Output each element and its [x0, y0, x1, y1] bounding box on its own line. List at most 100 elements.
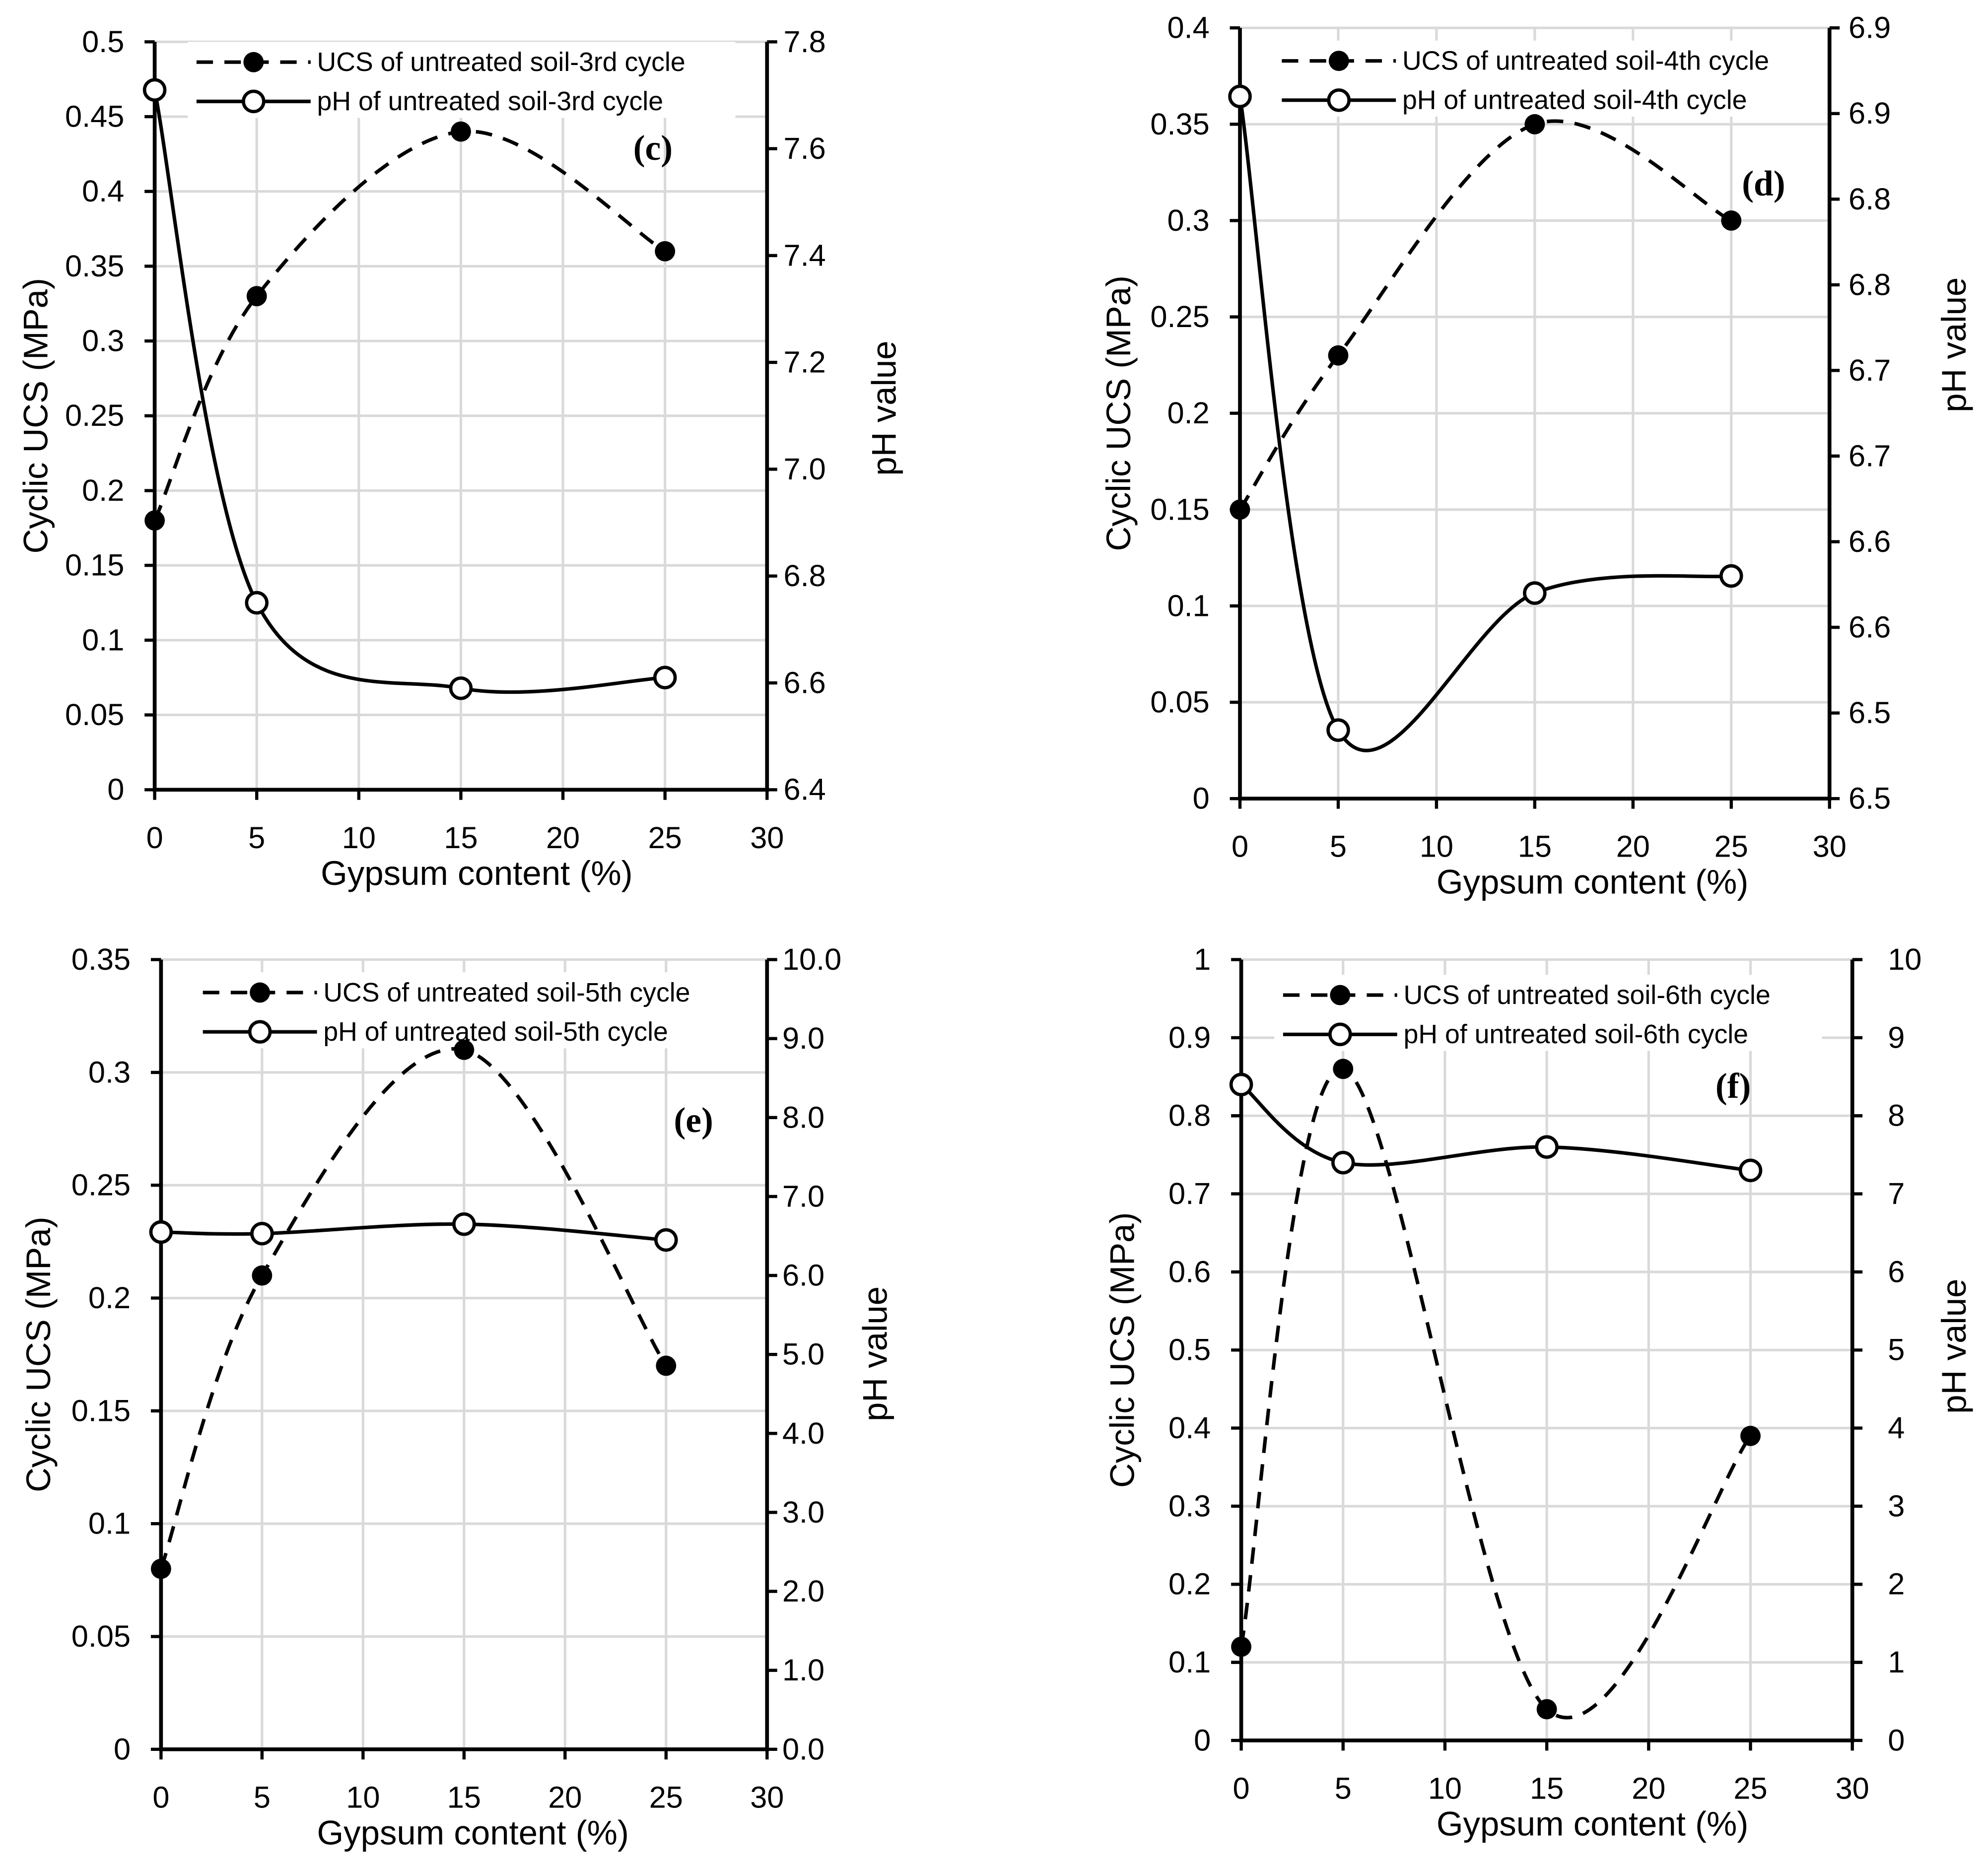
chart4-left-tick-label: 0.1	[1168, 1645, 1211, 1679]
chart4-panel-label: (f)	[1715, 1067, 1751, 1106]
chart-panel-4: 0 5 10 15 20 25 3000.10.20.30.40.50.60.70.80.9…	[1103, 942, 1974, 1843]
chart3-x-tick-label: 0	[152, 1780, 169, 1814]
chart2-ucs-point	[1721, 210, 1742, 231]
chart2-right-axis-title: pH value	[1935, 277, 1973, 412]
chart4-legend-label: pH of untreated soil-6th cycle	[1404, 1019, 1749, 1049]
chart2-x-tick-label: 15	[1518, 830, 1552, 864]
chart2-ph-point	[1228, 84, 1252, 109]
chart4-ucs-point	[1231, 1636, 1252, 1657]
chart2-right-tick-label: 6.6	[1849, 610, 1891, 644]
chart3-left-tick-label: 0.05	[71, 1619, 131, 1653]
chart3-right-tick-label: 6.0	[782, 1259, 824, 1292]
chart2-left-tick-label: 0.05	[1150, 685, 1209, 719]
chart4-left-tick-label: 0.3	[1168, 1489, 1211, 1523]
chart4-right-tick-label: 5	[1888, 1333, 1905, 1367]
chart2-x-tick-label: 0	[1232, 830, 1248, 864]
chart1-ucs-point	[144, 510, 165, 531]
chart4-right-tick-label: 8	[1888, 1099, 1905, 1133]
chart1-x-tick-label: 15	[444, 821, 478, 855]
chart2-ucs-point	[1230, 499, 1250, 520]
chart1-ph-curve	[153, 89, 665, 694]
chart3-legend-box	[194, 972, 742, 1049]
chart3-ph-curve	[161, 1222, 667, 1242]
chart3-right-tick-label: 9.0	[782, 1021, 824, 1055]
chart4-x-tick-label: 5	[1335, 1771, 1352, 1805]
chart1-right-tick-label: 6.4	[784, 773, 826, 806]
chart2-ucs-curve	[1238, 119, 1732, 511]
chart3-legend-label: UCS of untreated soil-5th cycle	[323, 978, 690, 1007]
chart1-x-tick-label: 20	[546, 821, 580, 855]
chart1-panel-label: (c)	[633, 129, 673, 168]
chart2-ph-curve	[1238, 96, 1732, 752]
chart4-right-tick-label: 9	[1888, 1020, 1905, 1054]
chart1-ucs-point	[246, 286, 267, 307]
chart3-right-tick-label: 0.0	[782, 1732, 824, 1766]
chart2-right-tick-label: 6.6	[1849, 525, 1891, 558]
chart1-right-tick-label: 6.8	[784, 559, 826, 593]
chart2-ph-point	[1719, 564, 1743, 588]
chart4-left-tick-label: 0.2	[1168, 1567, 1211, 1601]
chart4-legend-box	[1274, 975, 1822, 1051]
chart4-left-axis-title: Cyclic UCS (MPa)	[1103, 1212, 1142, 1488]
chart-panel-3: 0 5 10 15 20 25 30 0 0.05 0.1 0.15 0.2 0.25 0.3 0.35 0.…	[19, 942, 894, 1852]
chart4-x-tick-label: 15	[1530, 1771, 1564, 1805]
chart4-x-tick-label: 25	[1733, 1771, 1767, 1805]
chart1-left-tick-label: 0.45	[65, 99, 124, 133]
chart2-ph-point	[1523, 581, 1547, 605]
chart4-legend-label: UCS of untreated soil-6th cycle	[1404, 980, 1771, 1010]
chart4-right-tick-label: 4	[1888, 1411, 1905, 1445]
chart4-x-tick-label: 10	[1428, 1771, 1462, 1805]
chart2-left-tick-label: 0.1	[1167, 589, 1209, 622]
chart4-right-tick-label: 2	[1888, 1567, 1905, 1601]
chart1-left-tick-label: 0.4	[82, 174, 124, 208]
chart2-left-tick-label: 0.2	[1167, 396, 1209, 430]
chart3-x-tick-label: 5	[254, 1780, 271, 1814]
chart4-right-tick-label: 7	[1888, 1177, 1905, 1210]
chart2-right-tick-label: 6.8	[1849, 267, 1891, 301]
chart1-left-tick-label: 0	[107, 773, 124, 806]
chart1-legend-marker-open	[242, 89, 266, 114]
chart1-left-axis-title: Cyclic UCS (MPa)	[17, 278, 55, 553]
chart3-x-tick-label: 30	[750, 1780, 784, 1814]
chart1-right-tick-label: 7.8	[784, 25, 826, 59]
chart4-x-tick-label: 20	[1632, 1771, 1665, 1805]
chart2-ucs-point	[1524, 114, 1545, 134]
chart1-ucs-point	[655, 241, 676, 262]
chart4-x-axis-title: Gypsum content (%)	[1437, 1805, 1748, 1843]
chart2-ucs-point	[1328, 345, 1349, 366]
chart2-right-tick-label: 6.7	[1849, 353, 1891, 387]
chart2-left-tick-label: 0	[1193, 782, 1210, 815]
chart2-panel-label: (d)	[1742, 164, 1785, 203]
chart4-ucs-curve	[1239, 1067, 1752, 1720]
chart1-right-tick-label: 7.2	[784, 345, 826, 379]
chart3-panel-label: (e)	[674, 1101, 713, 1140]
chart3-left-tick-label: 0.15	[71, 1394, 131, 1427]
chart3-left-tick-label: 0.35	[71, 942, 131, 976]
chart2-right-tick-label: 6.8	[1849, 182, 1891, 216]
chart1-x-tick-label: 5	[248, 821, 265, 855]
chart4-ph-point	[1331, 1150, 1355, 1175]
chart2-x-tick-label: 5	[1330, 830, 1347, 864]
chart4-left-tick-label: 0.5	[1168, 1333, 1211, 1367]
chart2-left-tick-label: 0.4	[1167, 11, 1209, 45]
chart4-right-tick-label: 6	[1888, 1255, 1905, 1288]
chart1-ph-point	[449, 676, 473, 700]
chart3-left-tick-label: 0.1	[88, 1507, 131, 1540]
chart1-legend-marker-filled	[243, 52, 264, 72]
chart2-left-tick-label: 0.35	[1150, 107, 1209, 141]
chart3-left-tick-label: 0	[114, 1732, 131, 1766]
chart1-left-tick-label: 0.2	[82, 473, 124, 507]
chart1-left-tick-label: 0.3	[82, 324, 124, 358]
chart2-right-tick-label: 6.9	[1849, 11, 1891, 45]
chart1-x-tick-label: 25	[648, 821, 682, 855]
chart3-ph-point	[149, 1220, 173, 1244]
chart3-ucs-curve	[159, 1047, 668, 1570]
chart4-left-tick-label: 0.8	[1168, 1099, 1211, 1133]
chart4-x-tick-label: 0	[1233, 1771, 1250, 1805]
chart4-ph-curve	[1240, 1083, 1751, 1172]
chart3-legend-label: pH of untreated soil-5th cycle	[323, 1017, 668, 1047]
chart4-x-tick-label: 30	[1836, 1771, 1869, 1805]
chart1-left-tick-label: 0.15	[65, 548, 124, 582]
chart1-right-tick-label: 7.0	[784, 452, 826, 486]
